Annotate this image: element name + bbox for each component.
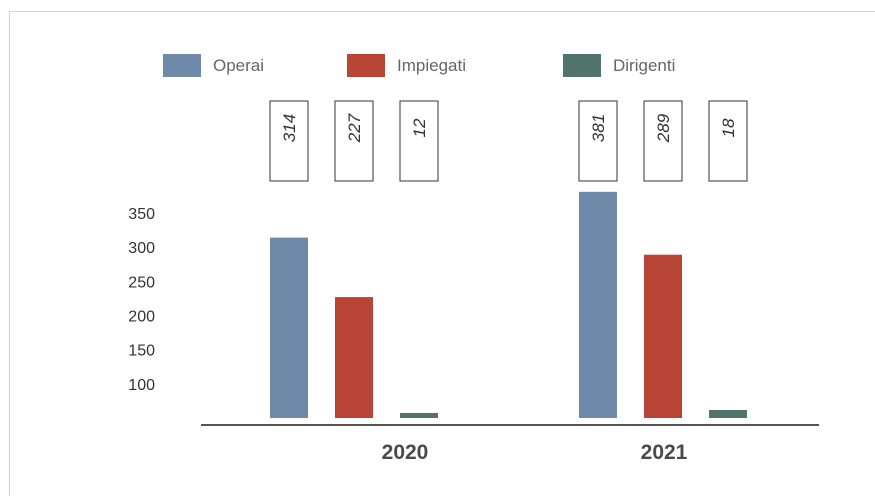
y-tick-label: 300 <box>128 240 155 257</box>
legend-swatch-impiegati <box>347 54 385 77</box>
value-box <box>269 100 309 182</box>
value-label: 12 <box>410 118 429 137</box>
y-axis: 100 150 200 250 300 350 <box>128 206 155 394</box>
legend: Operai Impiegati Dirigenti <box>163 54 675 77</box>
bar-dirigenti-2020 <box>400 413 438 418</box>
y-tick-label: 250 <box>128 274 155 291</box>
x-axis: 2020 2021 <box>382 441 688 464</box>
bars <box>270 191 747 418</box>
legend-swatch-operai <box>163 54 201 77</box>
x-tick-label: 2021 <box>641 441 688 464</box>
value-label: 314 <box>280 114 299 142</box>
value-box <box>643 100 683 182</box>
y-tick-label: 350 <box>128 206 155 223</box>
value-label: 18 <box>719 118 738 137</box>
value-label: 227 <box>345 113 364 143</box>
value-box <box>399 100 439 182</box>
chart-frame <box>9 11 875 496</box>
legend-label-dirigenti: Dirigenti <box>613 56 675 75</box>
bar-dirigenti-2021 <box>709 410 747 418</box>
y-tick-label: 200 <box>128 309 155 326</box>
legend-label-impiegati: Impiegati <box>397 56 466 75</box>
value-box <box>708 100 748 182</box>
value-label: 289 <box>654 113 673 143</box>
value-labels: 314 227 12 381 289 18 <box>269 100 748 182</box>
legend-label-operai: Operai <box>213 56 264 75</box>
bar-impiegati-2020 <box>335 297 373 418</box>
bar-operai-2020 <box>270 237 308 418</box>
bar-impiegati-2021 <box>644 254 682 418</box>
y-tick-label: 150 <box>128 343 155 360</box>
legend-swatch-dirigenti <box>563 54 601 77</box>
value-box <box>578 100 618 182</box>
x-tick-label: 2020 <box>382 441 429 464</box>
bar-operai-2021 <box>579 191 617 418</box>
value-box <box>334 100 374 182</box>
y-tick-label: 100 <box>128 377 155 394</box>
value-label: 381 <box>589 114 608 142</box>
